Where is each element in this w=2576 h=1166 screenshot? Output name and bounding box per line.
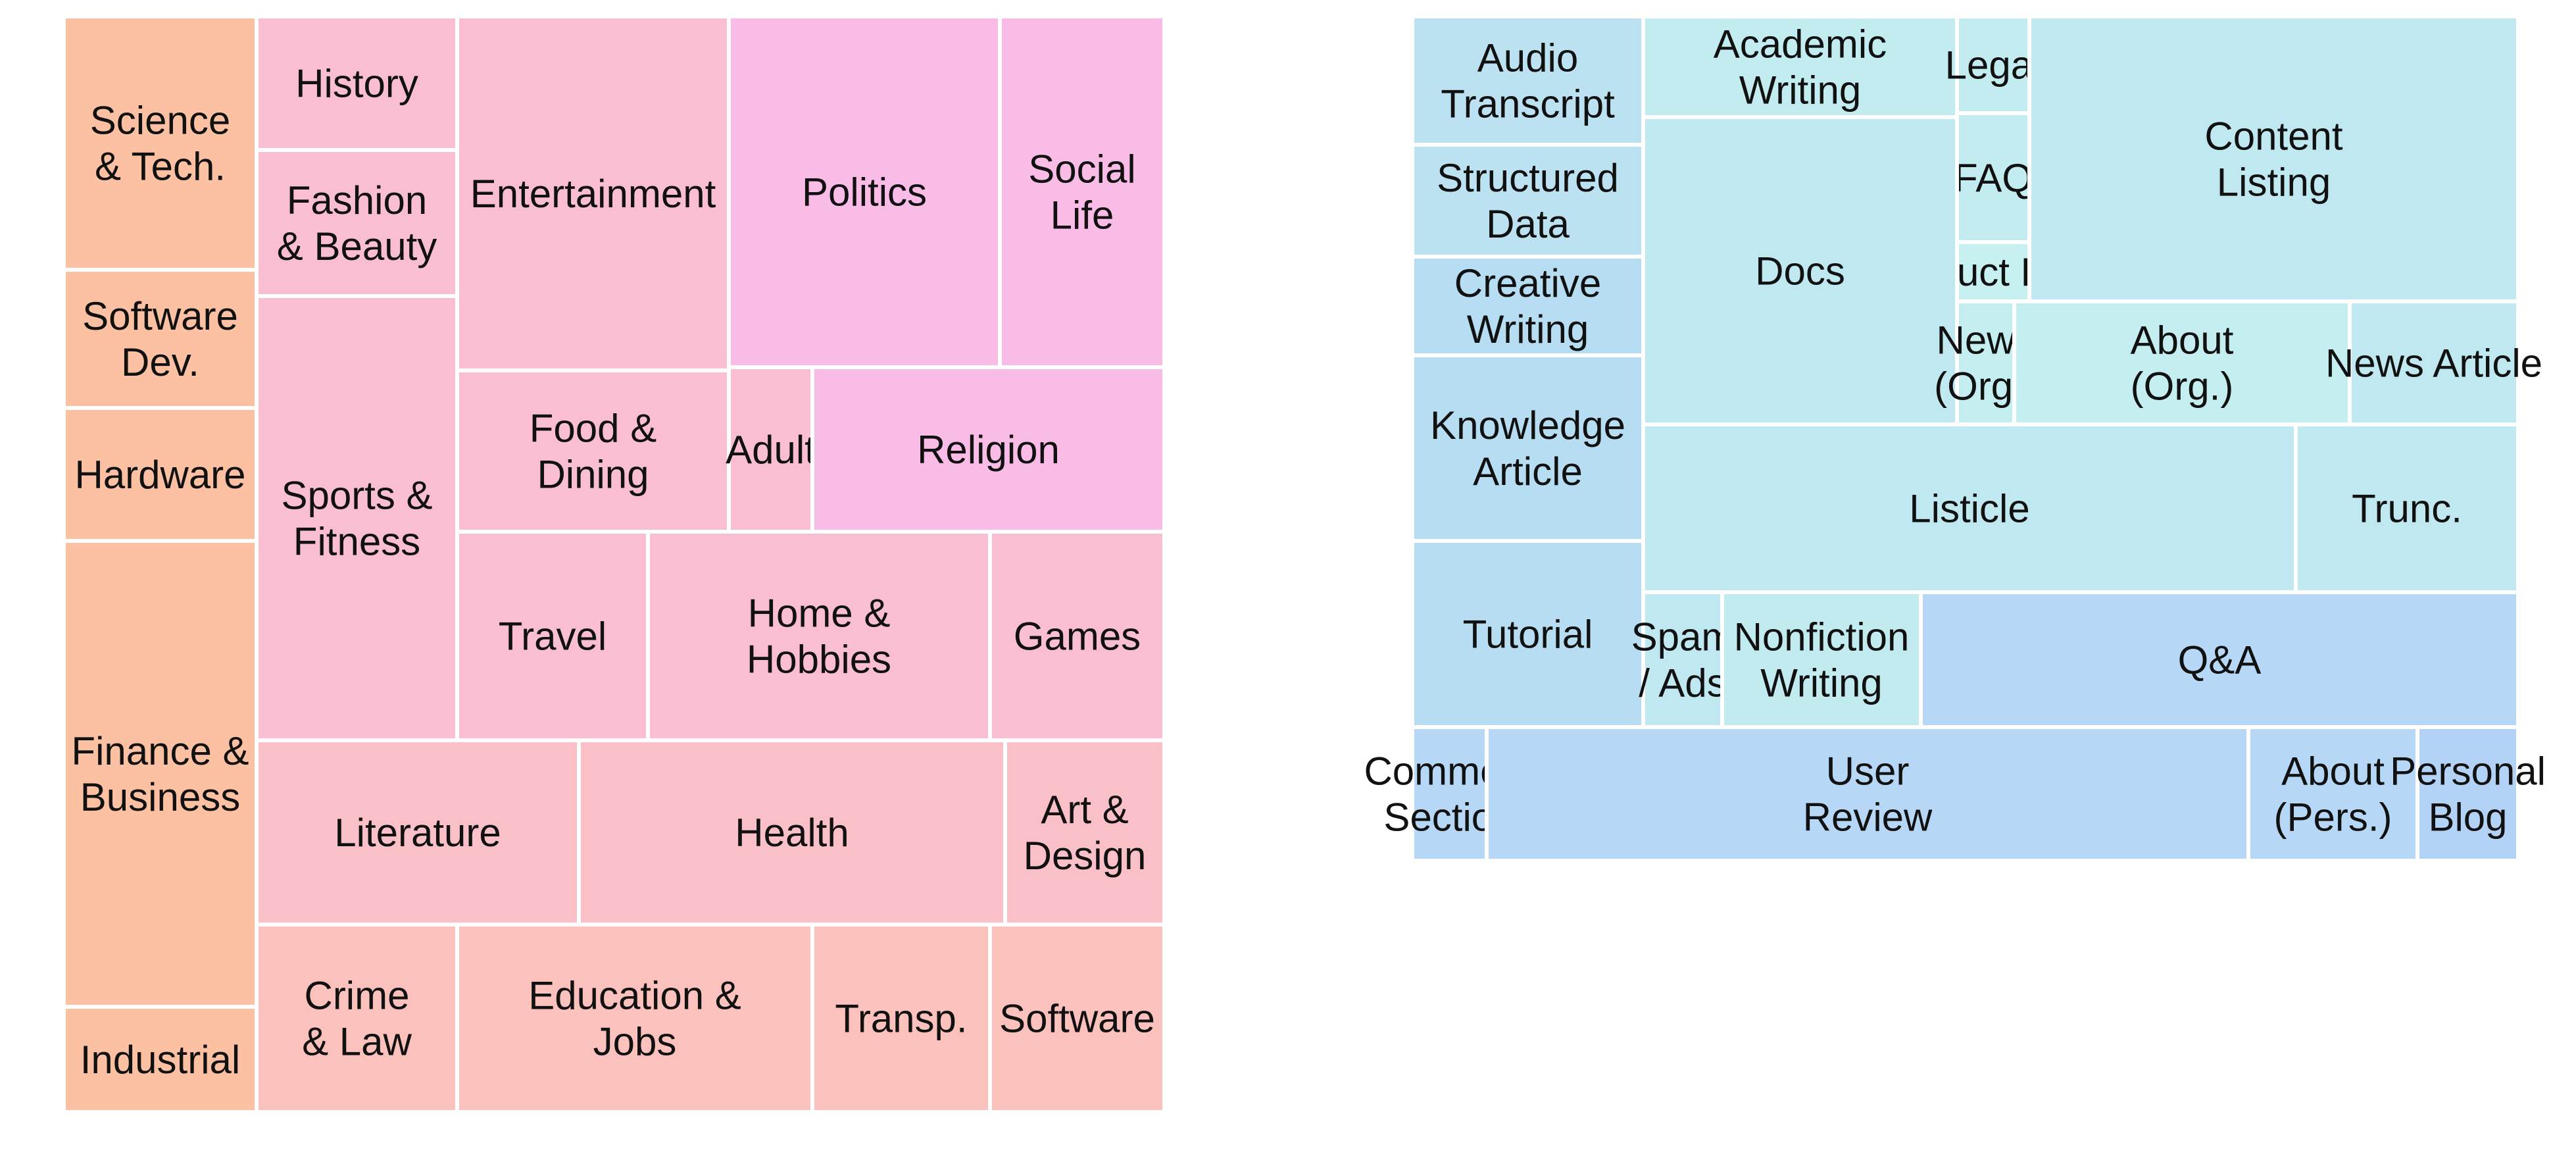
treemap-tile-software: Software [988,923,1166,1114]
tile-label: Software Dev. [82,294,238,384]
treemap-tile-crime-law: Crime & Law [255,923,459,1114]
treemap-tile-games: Games [988,530,1166,742]
tile-rect [988,923,1166,1114]
tile-label: Transp. [835,997,967,1041]
tile-rect [255,294,459,742]
tile-label: Education & Jobs [528,974,741,1064]
tile-label: Health [735,811,849,855]
treemap-tile-software-dev: Software Dev. [62,268,259,410]
tile-label: Entertainment [470,172,716,216]
treemap-tile-religion: Religion [810,365,1166,534]
tile-rect [810,365,1166,534]
tile-label: Social Life [1028,147,1135,238]
tile-label: Hardware [74,453,245,497]
tile-rect [62,268,259,410]
tile-label: Food & Dining [530,407,656,497]
tile-label: Crime & Law [302,974,412,1064]
treemap-tile-entertainment: Entertainment [455,14,731,372]
tile-rect [646,530,992,742]
tile-label: Sports & Fitness [281,474,432,564]
tile-label: Fashion & Beauty [277,178,437,268]
tile-label: Industrial [80,1038,240,1082]
treemap-tile-food-dining: Food & Dining [455,368,731,534]
treemap-tile-travel: Travel [455,530,650,742]
tile-rect [998,14,1166,369]
tile-label: Religion [917,428,1060,472]
tile-label: Games [1014,615,1141,659]
treemap-tile-politics: Politics [727,14,1002,369]
treemap-tile-science-tech: Science & Tech. [62,14,259,272]
tile-label: Science & Tech. [90,99,230,189]
tile-label: Home & Hobbies [747,592,891,682]
treemap-tile-home-hobbies: Home & Hobbies [646,530,992,742]
tile-rect [455,14,731,372]
tile-rect [1003,738,1166,926]
tile-rect [455,923,814,1114]
tile-label: Software [999,997,1155,1041]
tile-rect [810,923,992,1114]
treemap-tile-social-life: Social Life [998,14,1166,369]
tile-rect [62,1005,259,1114]
tile-label: History [295,62,418,106]
treemap-tile-health: Health [577,738,1007,926]
tile-label: Finance & Business [71,729,249,819]
tile-label: Art & Design [1024,788,1147,878]
treemap-tile-history: History [255,14,459,152]
treemap-tile-literature: Literature [255,738,581,926]
treemap-tile-finance-business: Finance & Business [62,539,259,1009]
tile-rect [62,14,259,272]
tile-rect [988,530,1166,742]
treemap-tile-hardware: Hardware [62,406,259,543]
tile-rect [62,406,259,543]
treemap-tile-art-design: Art & Design [1003,738,1166,926]
tile-rect [727,14,1002,369]
tile-label: Literature [334,811,501,855]
tile-rect [62,539,259,1009]
treemap-tile-industrial: Industrial [62,1005,259,1114]
tile-rect [255,148,459,298]
treemap-tile-education-jobs: Education & Jobs [455,923,814,1114]
tile-label: Travel [499,615,607,659]
tile-rect [727,365,814,534]
tile-label: Adult [726,428,816,472]
tile-rect [455,368,731,534]
treemap-tile-sports-fitness: Sports & Fitness [255,294,459,742]
treemap-tile-adult: Adult [726,365,816,534]
tile-label: Politics [802,170,927,215]
tile-rect [255,738,581,926]
tile-rect [255,923,459,1114]
tile-rect [455,530,650,742]
treemap-tile-fashion-beauty: Fashion & Beauty [255,148,459,298]
treemap-tile-transp: Transp. [810,923,992,1114]
